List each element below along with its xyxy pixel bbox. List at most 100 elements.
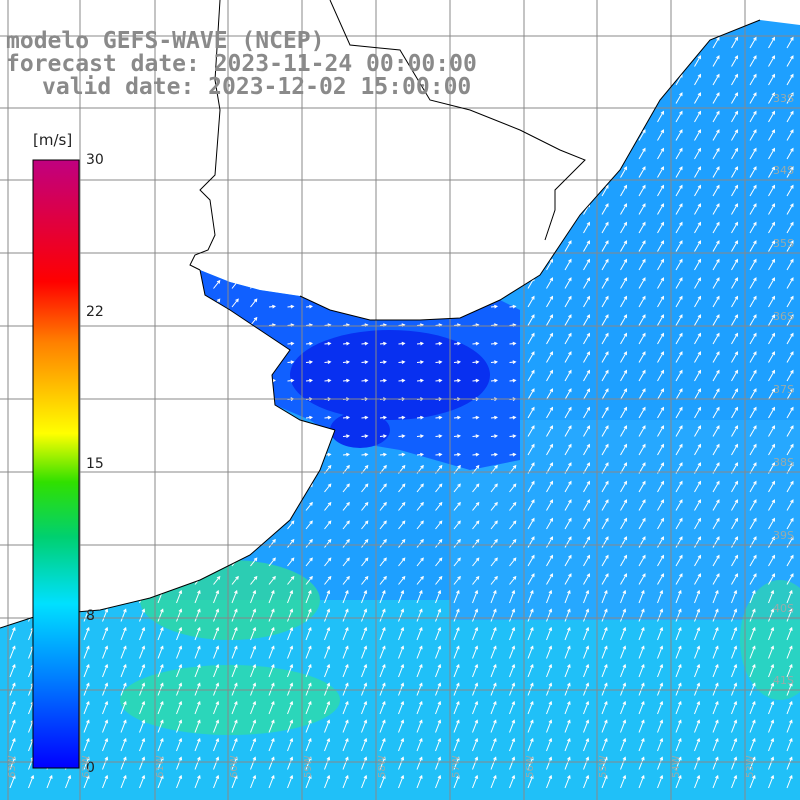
wind-arrow [657,425,664,437]
wind-arrow [379,683,386,696]
wind-arrow-head [642,258,646,263]
wind-arrow [731,296,738,308]
wind-arrow-head [790,369,794,374]
wind-arrow-head [622,626,627,631]
wind-arrow [768,240,775,252]
wind-arrow-head [568,517,572,522]
wind-arrow-head [234,719,238,724]
wind-arrow [527,775,534,789]
wind-arrow [583,314,590,326]
wind-arrow-head [697,573,701,578]
wind-arrow [657,590,663,604]
wind-arrow-head [549,406,553,411]
wind-arrow-head [568,369,572,374]
wind-arrow [564,259,572,271]
wind-arrow-head [530,608,534,613]
wind-arrow-head [585,756,590,761]
wind-arrow [564,240,572,252]
wind-arrow-head [733,682,738,687]
wind-arrow-head [586,462,590,467]
wind-arrow [250,576,258,585]
wind-arrow-head [605,184,609,189]
wind-arrow-head [641,756,645,761]
wind-arrow-head [197,682,201,687]
wind-arrow [9,720,16,733]
wind-arrow [83,646,90,659]
wind-arrow [675,259,683,271]
wind-arrow [250,646,256,659]
wind-arrow-head [770,719,775,724]
wind-arrow-head [660,369,664,374]
wind-arrow [176,720,182,733]
wind-arrow [620,609,626,622]
wind-arrow-head [734,55,738,60]
wind-arrow [472,701,478,715]
wind-arrow-head [530,774,534,779]
wind-arrow [694,590,700,604]
wind-arrow-head [734,129,738,134]
wind-arrow [786,444,794,456]
wind-arrow-head [67,774,72,779]
wind-arrow-head [309,575,313,580]
wind-arrow-head [585,682,590,687]
wind-arrow [564,757,571,770]
wind-arrow-head [568,351,572,356]
wind-arrow-head [457,575,461,580]
wind-arrow [583,609,589,622]
wind-arrow [176,664,182,678]
wind-arrow [102,646,108,659]
wind-arrow-head [215,608,220,613]
wind-arrow [749,407,757,419]
wind-arrow [768,536,775,548]
wind-arrow [749,240,757,252]
wind-arrow [768,573,775,585]
wind-arrow [305,557,313,567]
wind-arrow [361,609,367,622]
wind-arrow-head [586,573,590,578]
wind-arrow-head [623,295,627,300]
wind-arrow-head [178,608,183,613]
wind-arrow-head [234,589,238,594]
wind-arrow-head [326,645,331,650]
wind-arrow [620,738,626,752]
wind-arrow-head [197,608,201,613]
wind-arrow-head [623,166,627,171]
wind-arrow-head [623,221,627,226]
wind-arrow-head [400,626,405,631]
wind-arrow [768,296,775,308]
wind-arrow-head [326,626,331,631]
wind-arrow [583,481,590,493]
wind-arrow-head [642,221,646,226]
wind-arrow-head [679,517,683,522]
wind-arrow [731,701,737,715]
wind-arrow-head [734,388,738,393]
wind-arrow [601,333,609,345]
wind-arrow-head [235,298,239,303]
wind-arrow-head [642,425,646,430]
wind-arrow [712,701,719,715]
wind-arrow [768,664,774,678]
wind-arrow [601,536,609,548]
wind-arrow-head [753,129,757,134]
wind-arrow [250,298,258,308]
wind-arrow [583,333,590,345]
wind-arrow-head [789,589,793,594]
wind-arrow [361,646,367,659]
wind-arrow [416,738,423,752]
wind-arrow [712,518,720,530]
wind-arrow [675,370,683,382]
wind-arrow-head [438,360,443,365]
wind-arrow [731,720,737,733]
wind-arrow [601,296,609,308]
wind-arrow [601,573,609,585]
wind-arrow-head [753,351,757,356]
wind-arrow-head [141,737,146,742]
wind-arrow [287,520,295,530]
wind-arrow [675,536,683,548]
wind-arrow-head [437,608,442,613]
wind-arrow-head [345,774,349,779]
wind-arrow-head [345,608,349,613]
wind-arrow [620,222,627,234]
wind-arrow-head [734,295,738,300]
wind-arrow [157,720,164,733]
